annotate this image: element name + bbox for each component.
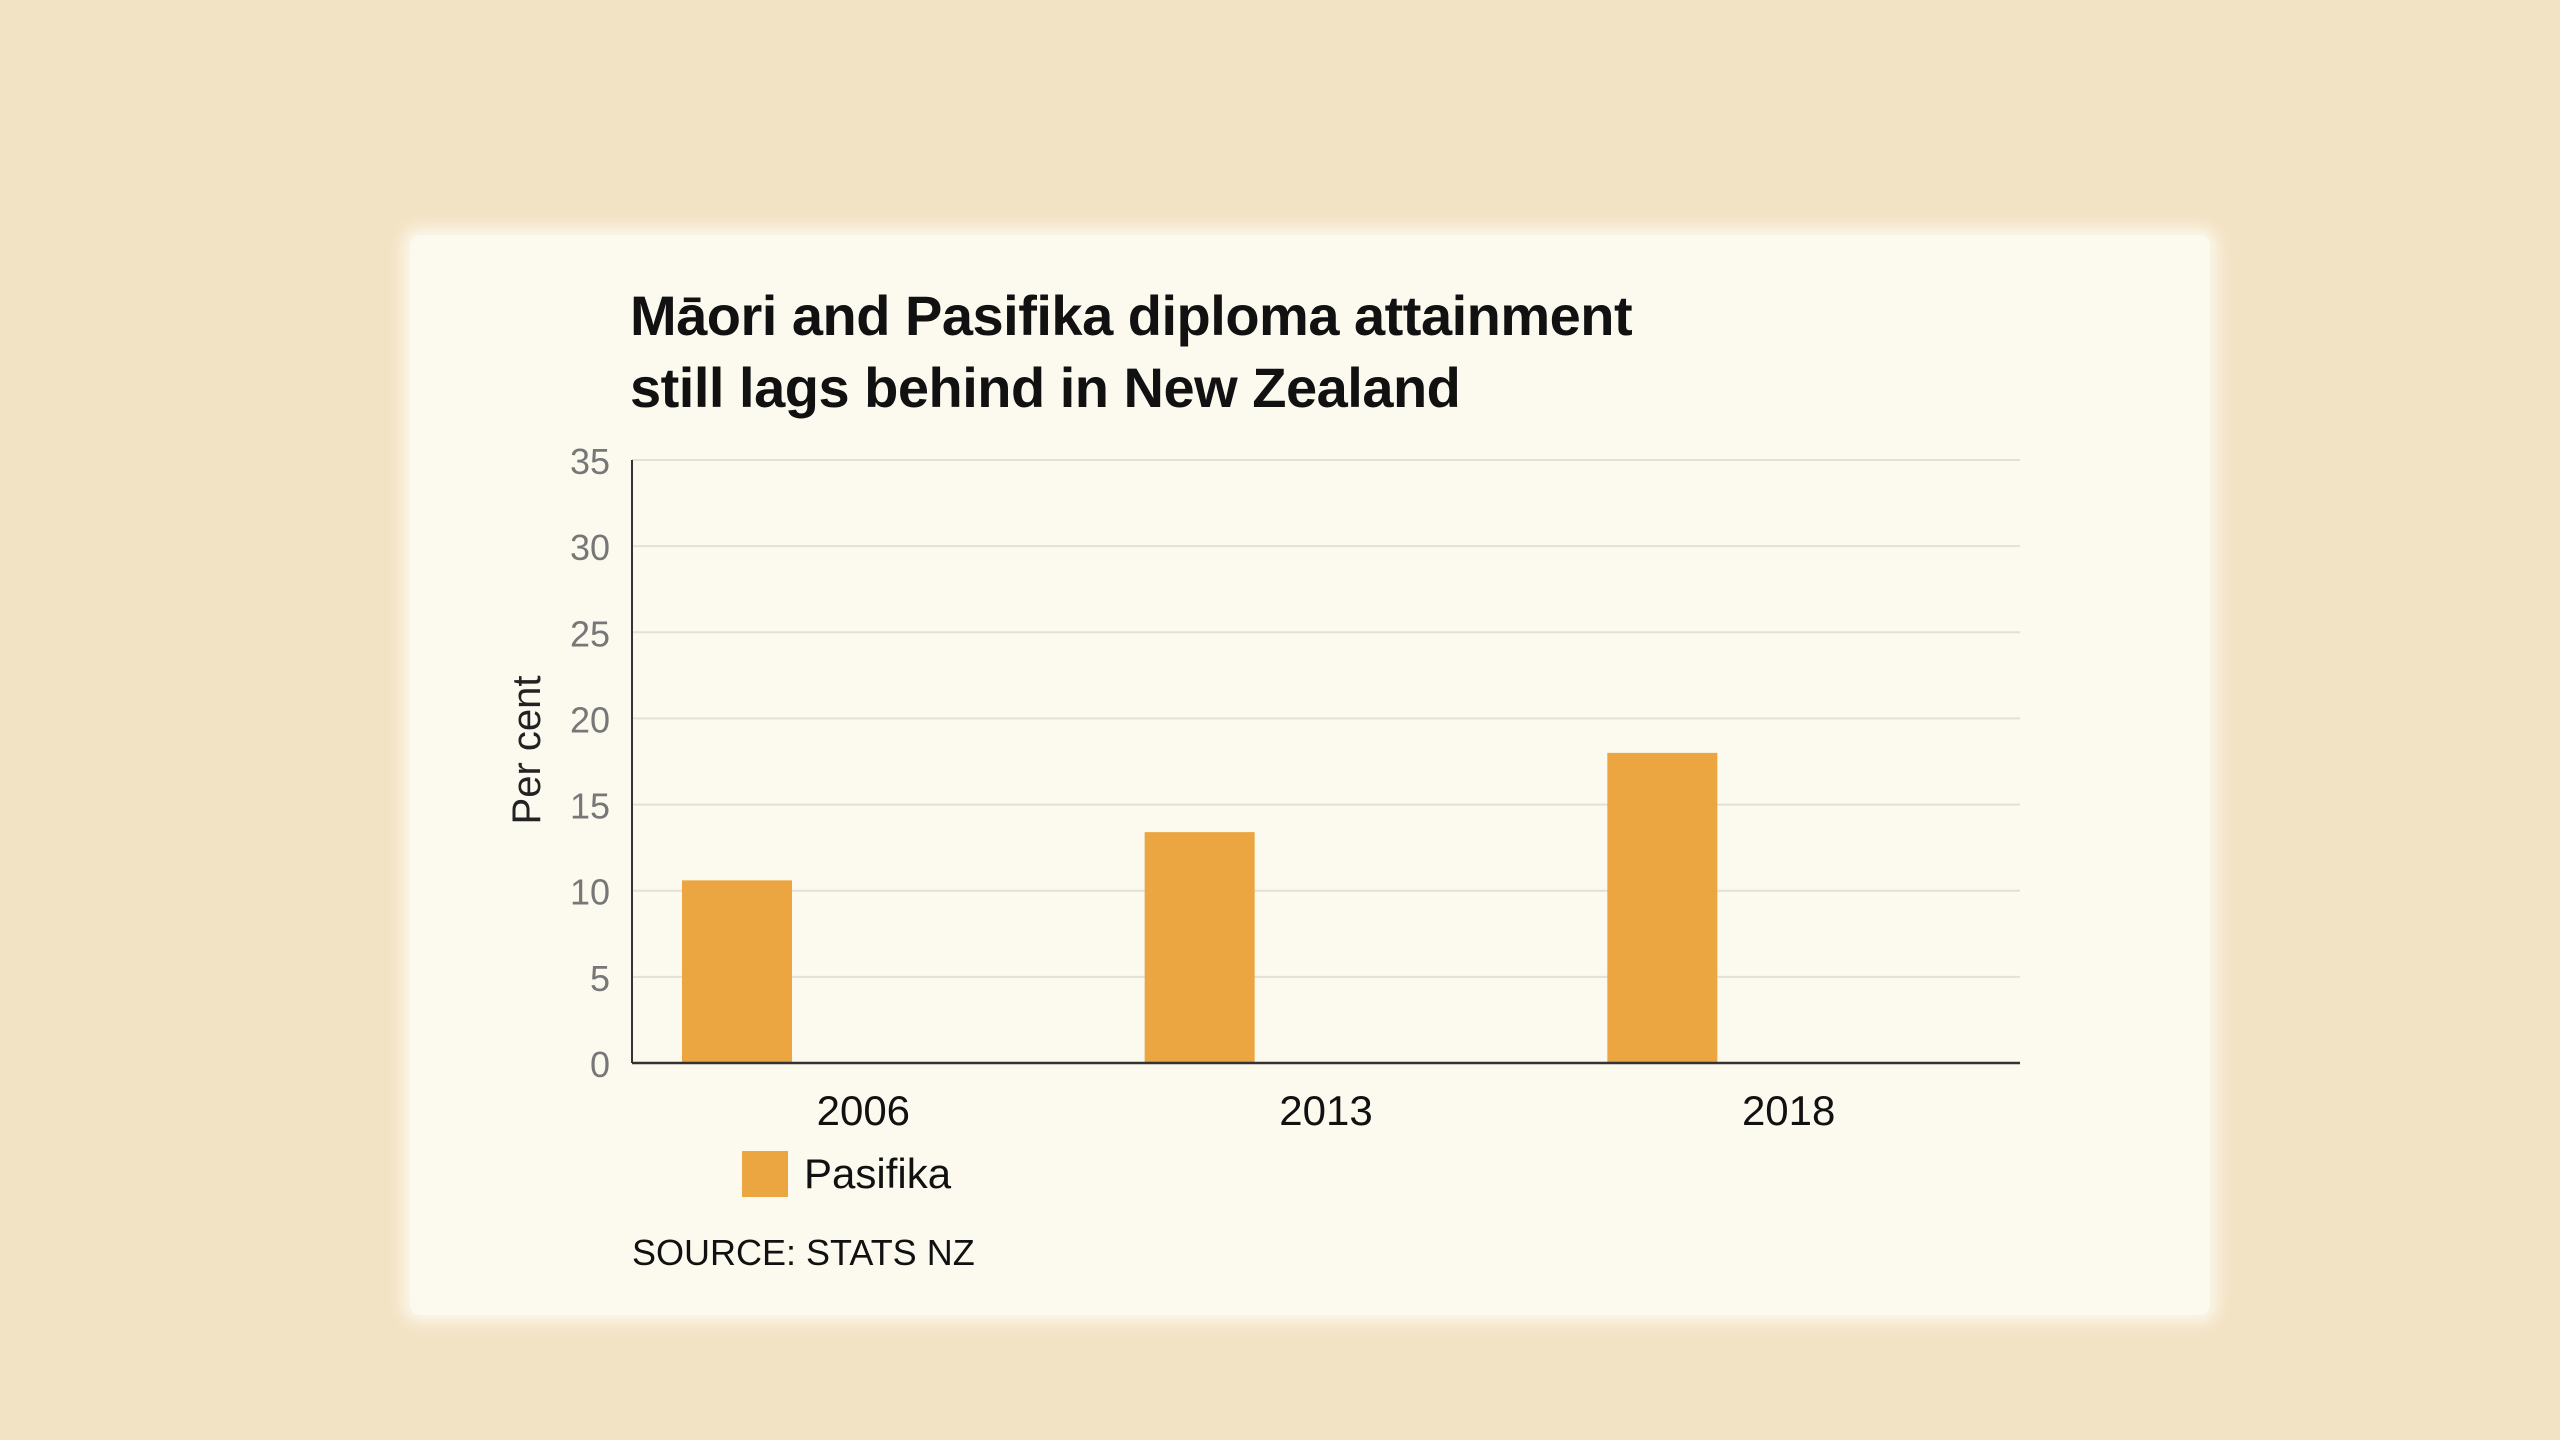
bar-pasifika-2006 xyxy=(682,880,792,1063)
y-tick-label-5: 5 xyxy=(590,958,610,999)
y-tick-label-10: 10 xyxy=(570,872,610,913)
chart-title-line-1: Māori and Pasifika diploma attainment xyxy=(630,284,1633,347)
y-tick-label-0: 0 xyxy=(590,1044,610,1085)
x-tick-label-2006: 2006 xyxy=(817,1087,910,1134)
y-tick-label-20: 20 xyxy=(570,699,610,740)
source-note: SOURCE: STATS NZ xyxy=(632,1232,975,1273)
chart-title: Māori and Pasifika diploma attainment st… xyxy=(630,280,1930,424)
y-tick-label-15: 15 xyxy=(570,786,610,827)
y-tick-label-25: 25 xyxy=(570,613,610,654)
legend-swatch-pasifika xyxy=(742,1151,788,1197)
x-tick-labels: 2006 2013 2018 xyxy=(817,1087,1836,1134)
legend-label-pasifika: Pasifika xyxy=(804,1150,952,1197)
y-axis-label: Per cent xyxy=(505,676,549,825)
bar-pasifika-2018 xyxy=(1607,752,1718,1063)
bar-pasifika-2013 xyxy=(1144,832,1255,1063)
x-tick-label-2018: 2018 xyxy=(1742,1087,1835,1134)
bars xyxy=(682,752,1718,1063)
legend: Pasifika xyxy=(742,1150,951,1198)
x-tick-label-2013: 2013 xyxy=(1279,1087,1372,1134)
chart-title-line-2: still lags behind in New Zealand xyxy=(630,356,1461,419)
y-tick-labels: 0 5 10 15 20 25 30 35 xyxy=(570,441,610,1085)
y-tick-label-30: 30 xyxy=(570,527,610,568)
y-tick-label-35: 35 xyxy=(570,441,610,482)
chart-card xyxy=(410,235,2210,1315)
gridlines xyxy=(632,459,2020,978)
